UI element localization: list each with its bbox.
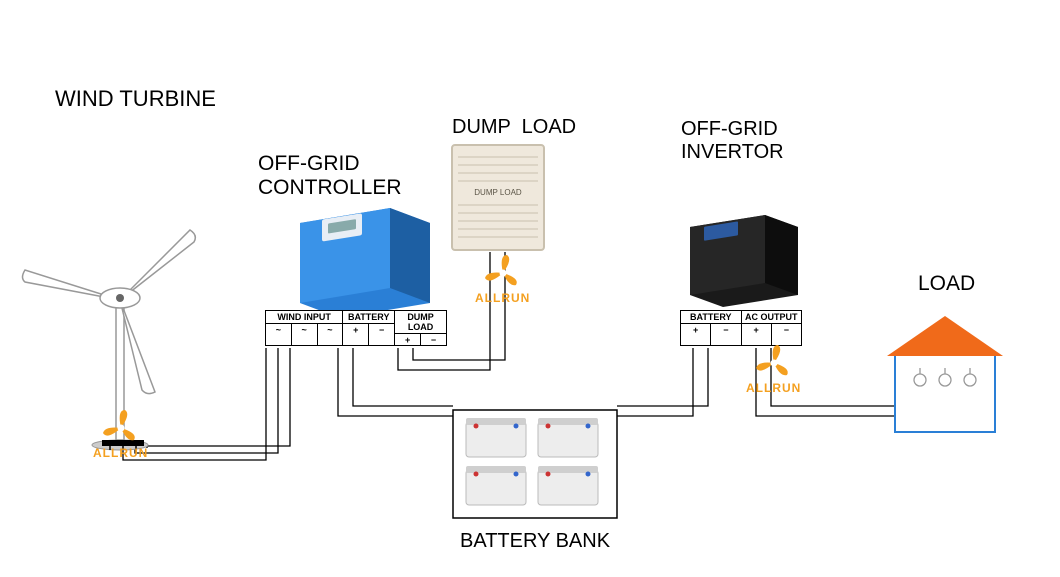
terminal-cell: + xyxy=(343,324,369,345)
inverter-label: OFF-GRID INVERTOR xyxy=(681,118,784,164)
inverter-terminals: BATTERY+−AC OUTPUT+− xyxy=(680,310,802,346)
terminal-cell: ~ xyxy=(266,324,292,345)
terminal-cell: + xyxy=(681,324,711,345)
terminal-cell: − xyxy=(772,324,801,345)
terminal-cell: ~ xyxy=(318,324,343,345)
allrun-logo-text: ALLRUN xyxy=(475,291,530,305)
terminal-cell: − xyxy=(421,334,446,346)
terminal-cell: + xyxy=(742,324,772,345)
terminal-cell: + xyxy=(395,334,421,346)
wind-turbine-label: WIND TURBINE xyxy=(55,86,216,112)
terminal-header: WIND INPUT xyxy=(266,311,342,324)
allrun-logo-text: ALLRUN xyxy=(746,381,801,395)
allrun-logo: ALLRUN xyxy=(746,343,801,395)
terminal-cell: − xyxy=(711,324,740,345)
dump-load-label: DUMP LOAD xyxy=(452,116,576,139)
terminal-cell: − xyxy=(369,324,394,345)
battery-bank-label: BATTERY BANK xyxy=(460,530,610,553)
load-label: LOAD xyxy=(918,272,975,296)
allrun-logo: ALLRUN xyxy=(93,408,148,460)
terminal-cell: ~ xyxy=(292,324,318,345)
controller-terminals: WIND INPUT~~~BATTERY+−DUMP LOAD+− xyxy=(265,310,447,346)
terminal-header: BATTERY xyxy=(681,311,741,324)
controller-label: OFF-GRID CONTROLLER xyxy=(258,152,402,200)
terminal-header: BATTERY xyxy=(343,311,394,324)
allrun-logo: ALLRUN xyxy=(475,253,530,305)
allrun-logo-text: ALLRUN xyxy=(93,446,148,460)
terminal-header: DUMP LOAD xyxy=(395,311,446,334)
terminal-header: AC OUTPUT xyxy=(742,311,802,324)
